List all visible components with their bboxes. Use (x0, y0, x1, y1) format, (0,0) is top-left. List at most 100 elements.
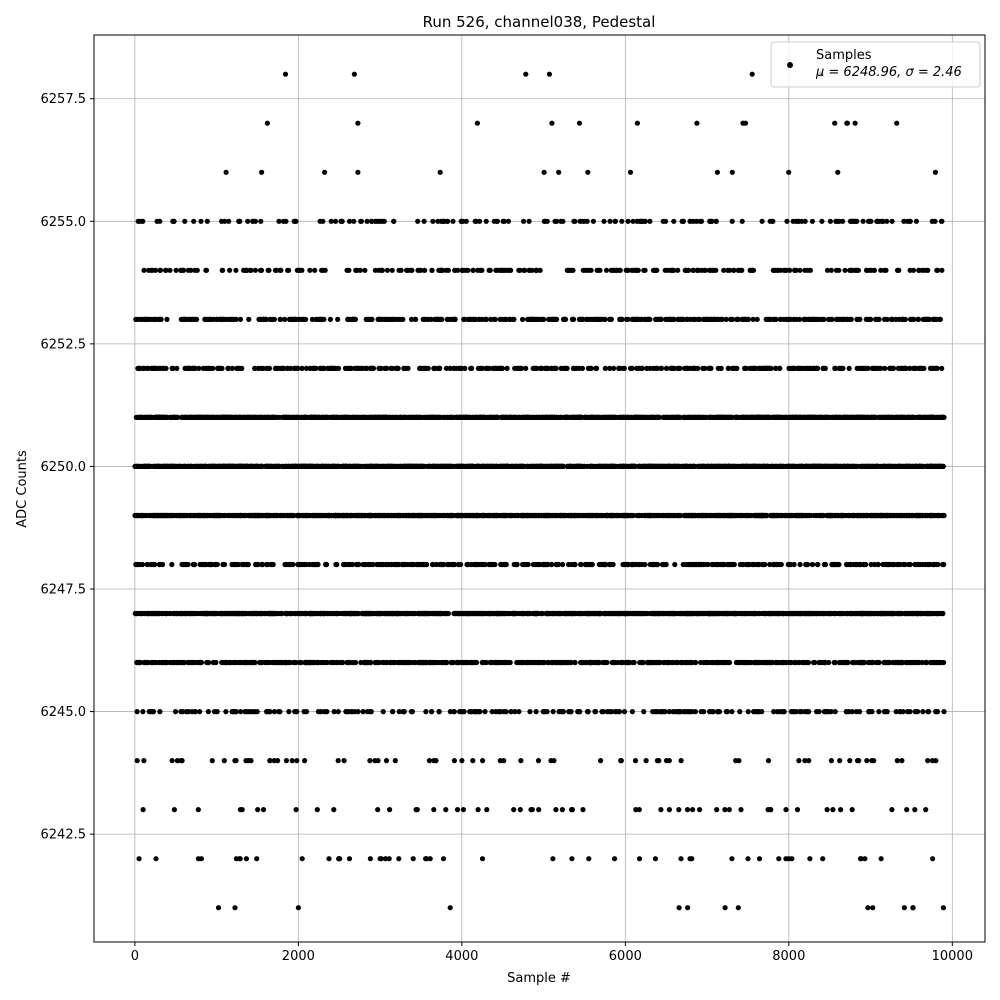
data-point (667, 610, 673, 617)
data-point (387, 659, 393, 666)
data-point (838, 807, 844, 813)
data-point (427, 856, 433, 862)
data-point (514, 512, 520, 519)
data-point (837, 758, 843, 764)
data-point (934, 610, 941, 617)
data-point (575, 709, 581, 715)
data-point (832, 709, 838, 715)
data-point (293, 807, 299, 813)
data-point (477, 709, 483, 715)
data-point (331, 807, 337, 813)
data-point (830, 807, 836, 813)
data-point (447, 512, 453, 519)
data-point (359, 610, 365, 617)
data-point (456, 610, 462, 617)
data-point (912, 709, 918, 715)
data-point (619, 659, 625, 666)
data-point (251, 610, 257, 617)
data-point (912, 807, 918, 813)
data-point (393, 610, 399, 617)
data-point (709, 709, 715, 715)
data-point (893, 659, 899, 666)
data-point (637, 610, 643, 617)
data-point (715, 709, 721, 715)
data-point (562, 610, 568, 617)
data-point (198, 659, 204, 666)
data-point (134, 709, 140, 715)
data-point (796, 758, 802, 764)
data-point (629, 561, 635, 568)
data-point (649, 512, 655, 519)
data-point (550, 709, 556, 715)
data-point (492, 659, 498, 666)
data-point (545, 659, 551, 666)
data-point (483, 659, 489, 666)
data-point (791, 561, 797, 568)
data-point (722, 807, 728, 813)
data-point (666, 709, 673, 715)
chart-title: Run 526, channel038, Pedestal (423, 13, 656, 31)
data-point (198, 856, 204, 862)
data-point (330, 610, 336, 617)
data-point (580, 807, 586, 813)
data-point (868, 659, 874, 666)
data-point (336, 856, 342, 862)
data-point (903, 610, 909, 617)
data-point (676, 610, 682, 617)
data-point (834, 561, 840, 568)
data-point (663, 561, 669, 568)
data-point (341, 758, 347, 764)
data-point (568, 659, 574, 666)
data-point (568, 807, 575, 813)
data-point (459, 758, 465, 764)
data-point (362, 659, 368, 666)
data-point (593, 709, 599, 715)
data-point (219, 659, 225, 666)
data-point (762, 659, 769, 666)
data-point (759, 610, 765, 617)
data-point (738, 610, 744, 617)
data-point (746, 512, 752, 519)
data-point (775, 610, 781, 617)
data-point (715, 659, 722, 666)
data-point (170, 659, 177, 666)
data-point (902, 561, 908, 568)
data-point (292, 659, 298, 666)
data-point (451, 758, 457, 764)
data-point (349, 512, 355, 519)
data-point (882, 709, 889, 715)
data-point (273, 610, 279, 617)
data-point (604, 512, 611, 519)
data-point (440, 561, 446, 568)
data-point (429, 561, 436, 568)
data-point (728, 610, 734, 617)
data-point (920, 709, 926, 715)
data-point (571, 561, 578, 568)
data-point (867, 610, 874, 617)
data-point (360, 709, 366, 715)
data-point (169, 758, 175, 764)
data-point (824, 807, 830, 813)
data-point (678, 659, 684, 666)
data-point (684, 659, 690, 666)
data-point (905, 512, 911, 519)
data-point (687, 561, 693, 568)
data-point (337, 659, 343, 666)
data-point (396, 856, 402, 862)
data-point (136, 856, 142, 862)
data-point (344, 512, 350, 519)
data-point (248, 758, 254, 764)
data-point (930, 610, 936, 617)
data-point (894, 561, 900, 568)
data-point (832, 659, 838, 666)
data-point (569, 512, 576, 519)
data-point (367, 512, 373, 519)
data-point (157, 709, 163, 715)
data-point (789, 856, 795, 862)
data-point (201, 512, 207, 519)
data-point (264, 659, 270, 666)
data-point (738, 807, 744, 813)
data-point (930, 856, 936, 862)
data-point (383, 610, 389, 617)
data-point (658, 807, 664, 813)
